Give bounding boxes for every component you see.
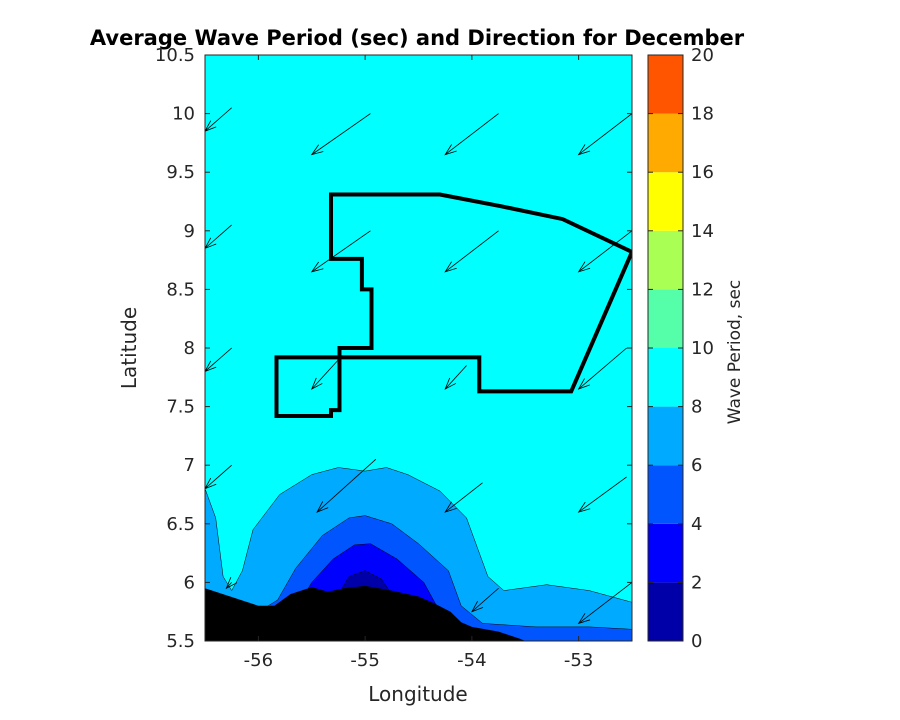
- x-tick: -54: [457, 55, 487, 671]
- x-tick: -56: [244, 55, 273, 671]
- colorbar-tick: 4: [648, 514, 702, 535]
- y-tick-label: 8: [184, 338, 195, 359]
- land-mass: [205, 585, 526, 641]
- colorbar-tick: 18: [648, 104, 714, 125]
- direction-arrow: [205, 224, 232, 249]
- direction-arrow: [577, 230, 632, 273]
- y-tick: 10: [172, 104, 632, 125]
- colorbar-tick: 0: [648, 631, 702, 652]
- colorbar-segment: [648, 406, 683, 466]
- colorbar-tick: 10: [648, 338, 714, 359]
- y-tick-label: 10.5: [155, 45, 195, 66]
- y-tick: 5.5: [166, 631, 632, 652]
- y-axis-label: Latitude: [117, 307, 141, 389]
- colorbar-ticks: 0 2 4 6 8 10 12 14 16 18 20: [648, 45, 714, 652]
- colorbar-tick: 16: [648, 162, 714, 183]
- y-tick-label: 9: [184, 221, 195, 242]
- direction-vectors: [205, 107, 632, 625]
- colorbar-segment: [648, 230, 683, 290]
- colorbar-segment: [648, 113, 683, 173]
- colorbar-tick-label: 14: [691, 221, 714, 242]
- x-tick-label: -56: [244, 650, 273, 671]
- colorbar-tick: 12: [648, 279, 714, 300]
- colorbar-tick-label: 18: [691, 104, 714, 125]
- chart-title: Average Wave Period (sec) and Direction …: [90, 26, 745, 50]
- colorbar-tick: 20: [648, 45, 714, 66]
- y-tick: 9.5: [166, 162, 632, 183]
- colorbar-label: Wave Period, sec: [725, 280, 745, 425]
- colorbar-tick-label: 6: [691, 455, 702, 476]
- plot-area: [205, 55, 632, 641]
- colorbar-tick-label: 2: [691, 572, 702, 593]
- y-tick: 7: [184, 455, 632, 476]
- x-axis-label: Longitude: [368, 682, 467, 706]
- direction-arrow: [310, 359, 339, 390]
- y-tick: 6.5: [166, 514, 632, 535]
- direction-arrow: [577, 347, 627, 390]
- colorbar-tick-label: 8: [691, 397, 702, 418]
- direction-arrow: [225, 577, 238, 590]
- direction-arrow: [205, 347, 232, 372]
- x-tick: -53: [564, 55, 593, 671]
- y-tick-label: 8.5: [166, 279, 195, 300]
- direction-arrow: [316, 459, 377, 513]
- x-tick-label: -53: [564, 650, 593, 671]
- x-tick-label: -55: [350, 650, 379, 671]
- colorbar-segment: [648, 172, 683, 231]
- direction-arrow: [577, 476, 627, 513]
- direction-arrow: [444, 113, 499, 156]
- y-tick-label: 7: [184, 455, 195, 476]
- x-axis-ticks: -56 -55 -54 -53: [244, 55, 593, 671]
- colorbar-tick: 6: [648, 455, 702, 476]
- colorbar-segment: [648, 582, 683, 641]
- boundary-outline-loop: [274, 355, 342, 418]
- y-tick: 8: [184, 338, 632, 359]
- colorbar-tick-label: 16: [691, 162, 714, 183]
- y-tick: 8.5: [166, 279, 632, 300]
- colorbar-tick-label: 12: [691, 279, 714, 300]
- x-tick: -55: [350, 55, 380, 671]
- colorbar-segment: [648, 523, 683, 583]
- y-tick-label: 6.5: [166, 514, 195, 535]
- colorbar-tick-label: 10: [691, 338, 714, 359]
- direction-arrow: [310, 230, 371, 273]
- colorbar-segment: [648, 55, 683, 114]
- colorbar-tick: 14: [648, 221, 714, 242]
- direction-arrow: [577, 582, 632, 625]
- y-axis-ticks: 5.5 6 6.5 7 7.5 8 8.5 9 9.5 10 10.5: [155, 45, 632, 652]
- direction-arrow: [444, 482, 483, 513]
- colorbar-tick: 8: [648, 397, 702, 418]
- y-tick-label: 9.5: [166, 162, 195, 183]
- direction-arrow: [444, 365, 467, 390]
- direction-arrow: [470, 587, 499, 613]
- direction-arrow: [444, 230, 499, 273]
- y-tick-label: 7.5: [166, 397, 195, 418]
- colorbar-tick-label: 20: [691, 45, 714, 66]
- direction-arrow: [577, 113, 632, 156]
- direction-arrow: [205, 464, 232, 490]
- colorbar-segment: [648, 289, 683, 348]
- y-tick: 10.5: [155, 45, 632, 66]
- direction-arrow: [205, 107, 232, 132]
- y-tick-label: 5.5: [166, 631, 195, 652]
- colorbar-tick-label: 4: [691, 514, 702, 535]
- colorbar-segment: [648, 465, 683, 524]
- x-tick-label: -54: [457, 650, 486, 671]
- y-tick: 9: [184, 221, 632, 242]
- y-tick: 6: [184, 572, 632, 593]
- colorbar-tick: 2: [648, 572, 702, 593]
- colorbar-tick-label: 0: [691, 631, 702, 652]
- y-tick-label: 6: [184, 572, 195, 593]
- y-tick: 7.5: [166, 397, 632, 418]
- direction-arrow: [310, 113, 371, 156]
- colorbar: [648, 55, 683, 641]
- y-tick-label: 10: [172, 104, 195, 125]
- colorbar-segment: [648, 348, 683, 407]
